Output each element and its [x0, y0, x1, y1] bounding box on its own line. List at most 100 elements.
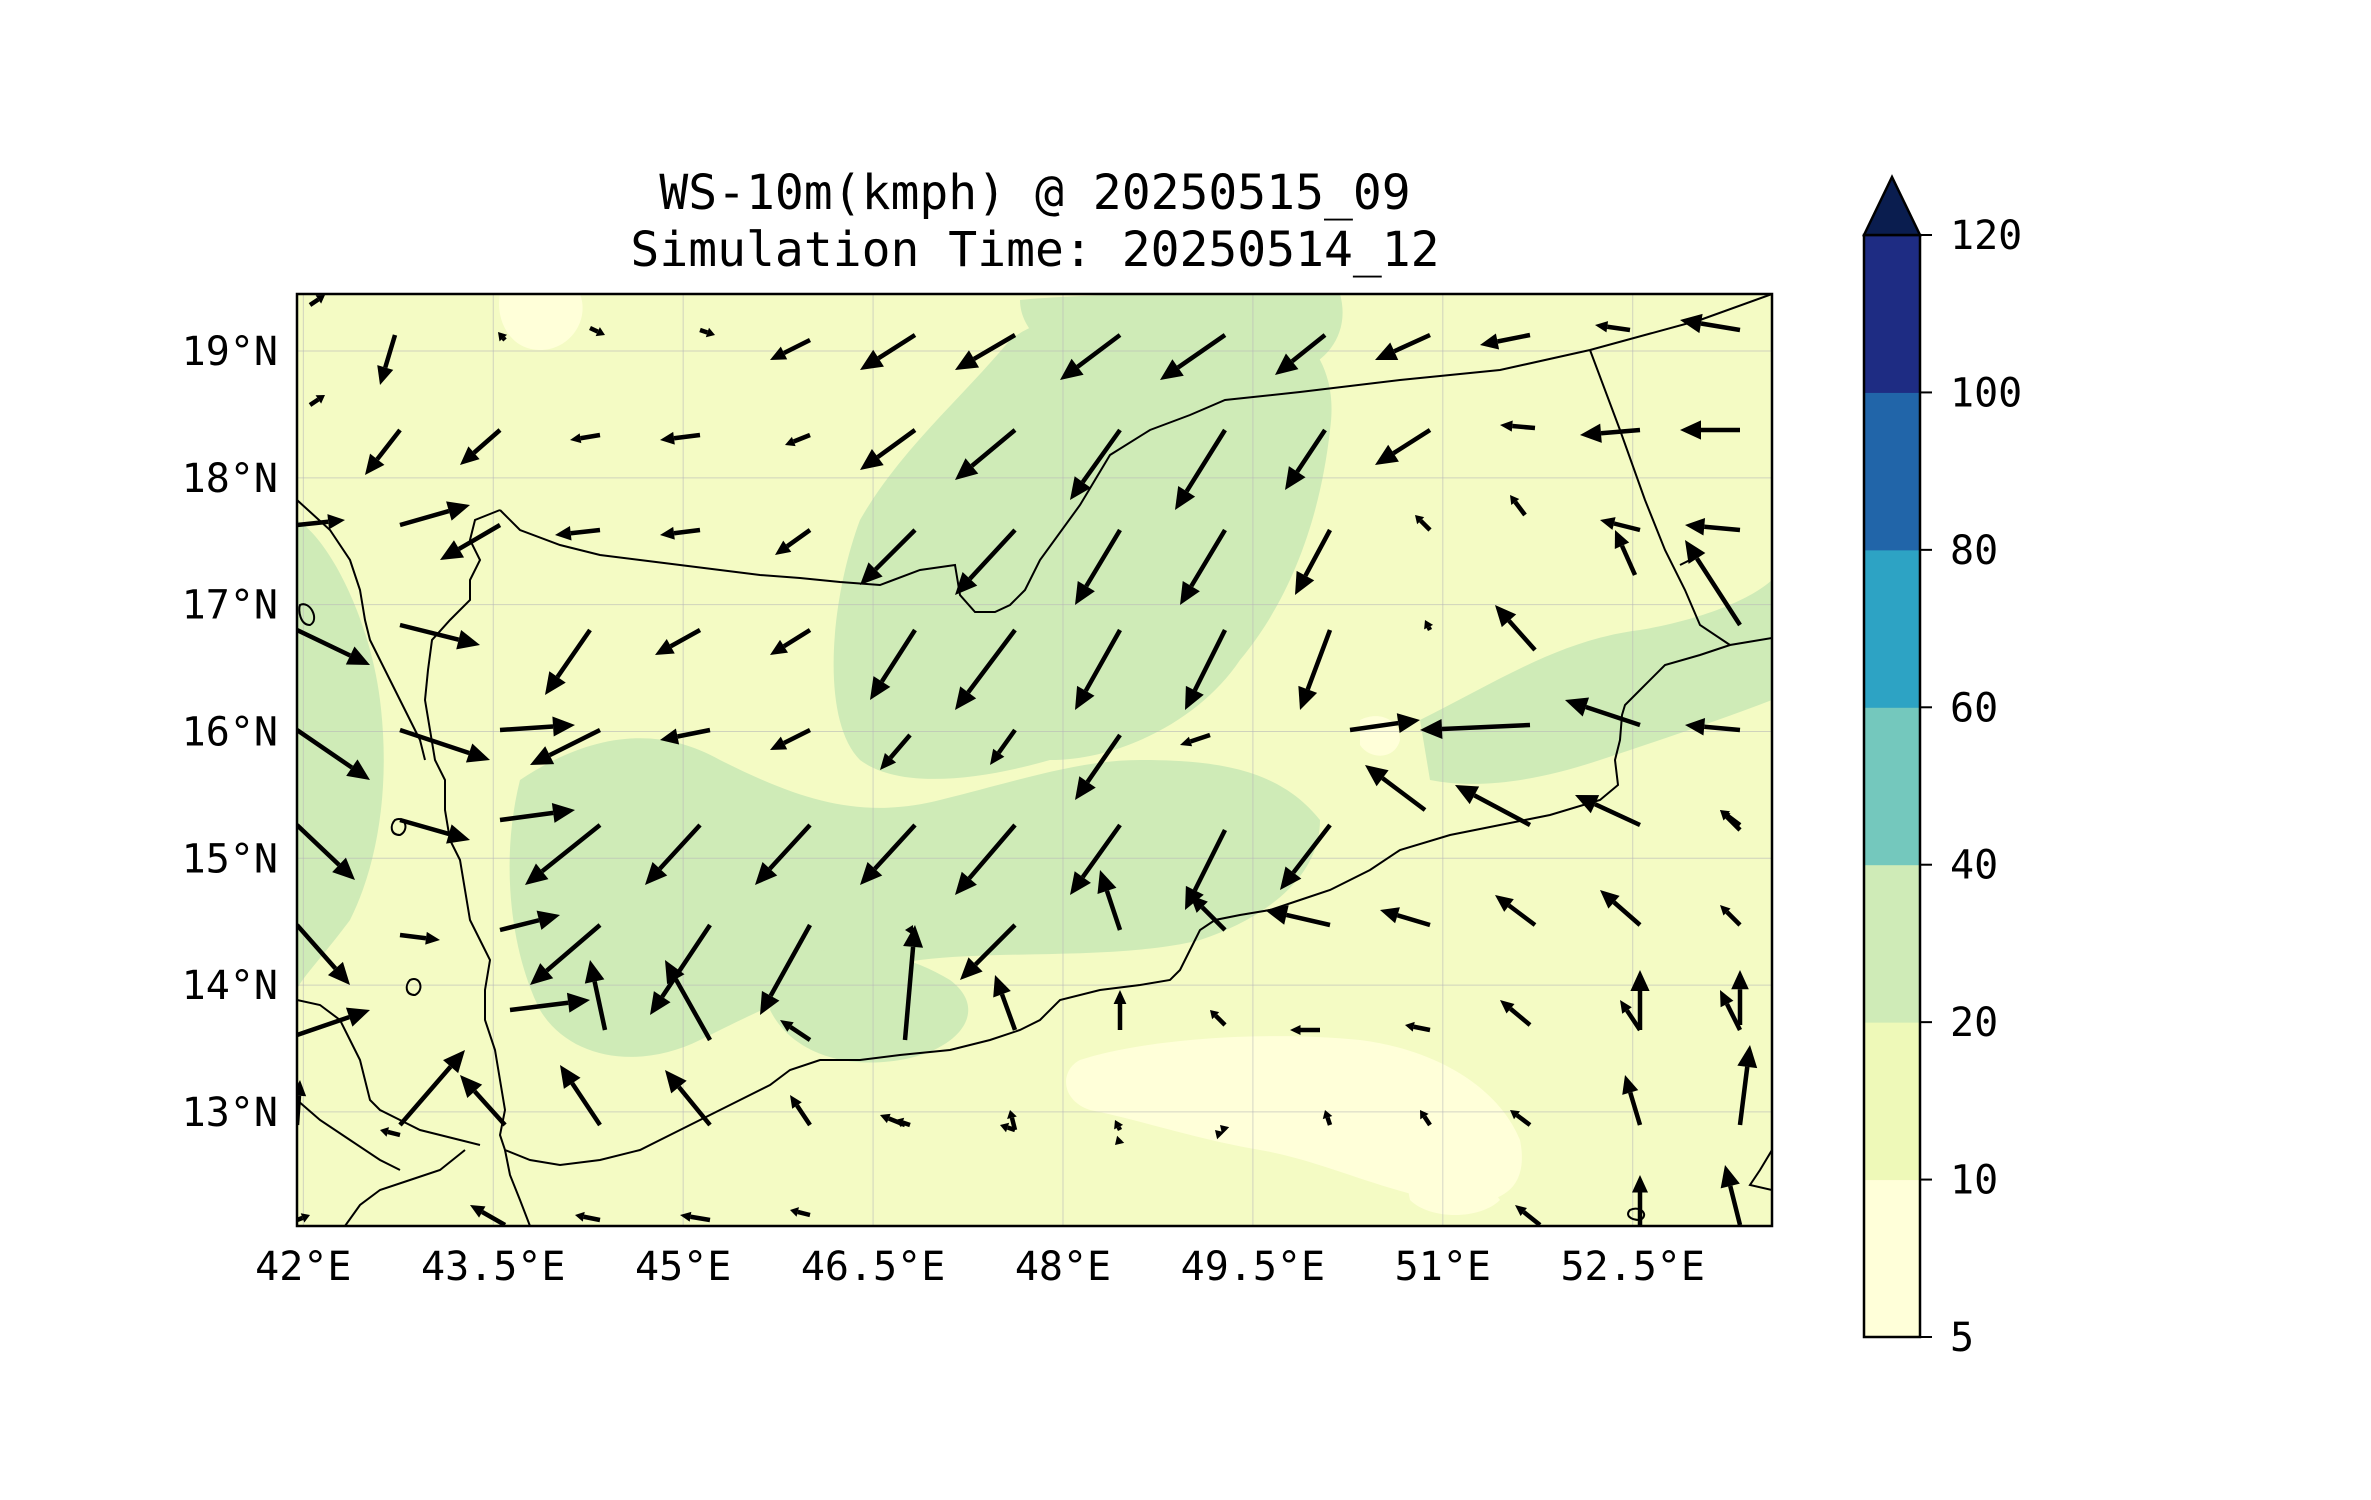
wind-vector-arrow	[660, 727, 711, 745]
wind-vector-arrow	[308, 395, 325, 407]
wind-vector-head	[1680, 313, 1703, 334]
wind-vector-head	[860, 562, 883, 585]
wind-vector-arrow	[790, 1207, 811, 1218]
wind-vector-arrow	[960, 923, 1017, 980]
shading-band-20-40-interior	[833, 300, 1332, 779]
wind-vector-shaft	[970, 428, 1017, 468]
wind-vector-arrow	[1720, 810, 1742, 832]
wind-vector-head	[1290, 1025, 1301, 1035]
wind-vector-shaft	[297, 823, 341, 867]
wind-vector-shaft	[399, 727, 470, 756]
wind-vector-head	[755, 862, 778, 885]
wind-vector-shaft	[789, 1025, 812, 1042]
wind-vector-arrow	[1630, 970, 1650, 1030]
wind-vector-shaft	[1192, 828, 1228, 892]
wind-vector-arrow	[860, 428, 917, 470]
wind-vector-head	[545, 671, 566, 695]
wind-vector-shaft	[501, 336, 507, 342]
wind-vector-shaft	[996, 728, 1017, 755]
wind-vector-arrow	[1375, 428, 1432, 465]
wind-vector-arrow	[440, 523, 502, 560]
wind-vector-shaft	[1725, 815, 1742, 832]
wind-vector-shaft	[1291, 823, 1332, 874]
map-panel	[295, 292, 1774, 1228]
wind-vector-head	[1614, 530, 1630, 549]
wind-vector-shaft	[583, 1214, 601, 1223]
wind-vector-shaft	[1737, 1066, 1750, 1126]
wind-vector-head	[327, 961, 350, 985]
wind-vector-arrow	[790, 1095, 812, 1127]
wind-vector-head	[1424, 620, 1434, 630]
wind-vector-shaft	[1628, 1091, 1643, 1126]
wind-vector-arrow	[1075, 628, 1122, 710]
wind-vector-shaft	[1419, 519, 1432, 532]
wind-vector-arrow	[1500, 420, 1536, 432]
wind-vector-arrow	[645, 823, 702, 885]
wind-vector-head	[1375, 342, 1399, 361]
wind-vector-arrow	[1720, 905, 1742, 927]
wind-vector-shaft	[1189, 732, 1211, 744]
wind-vector-shaft	[673, 978, 712, 1042]
wind-vector-shaft	[902, 946, 916, 1041]
wind-vector-arrow	[1075, 528, 1122, 605]
colorbar-swatch	[1864, 1179, 1920, 1338]
wind-vector-arrow	[680, 1211, 711, 1223]
wind-vector-shaft	[1214, 1014, 1227, 1027]
colorbar-label: 40	[1950, 843, 1998, 889]
wind-vector-arrow	[1424, 620, 1434, 632]
wind-vector-head	[955, 686, 977, 710]
wind-vector-head	[530, 963, 554, 985]
wind-vector-arrow	[1455, 785, 1532, 827]
wind-vector-head	[1515, 1205, 1527, 1216]
wind-vector-shaft	[545, 923, 602, 973]
wind-vector-shaft	[785, 528, 812, 549]
wind-vector-shaft	[1303, 528, 1332, 577]
wind-vector-arrow	[655, 628, 702, 655]
wind-vector-arrow	[780, 1020, 812, 1042]
wind-vector-shaft	[660, 923, 712, 998]
wind-vector-head	[1420, 719, 1443, 739]
wind-vector-arrow	[1680, 420, 1740, 440]
wind-vector-shaft	[540, 823, 602, 874]
wind-vector-arrow	[470, 1205, 507, 1226]
wind-vector-arrow	[460, 428, 502, 465]
wind-vector-shaft	[967, 823, 1017, 880]
wind-vector-head	[1322, 1110, 1333, 1120]
wind-vector-head	[1720, 990, 1734, 1008]
wind-vector-arrow	[499, 802, 575, 823]
wind-vector-shaft	[1507, 619, 1537, 652]
wind-vector-arrow	[1495, 605, 1537, 652]
wind-vector-head	[775, 540, 792, 555]
wind-vector-shaft	[968, 528, 1017, 581]
wind-vector-shaft	[669, 628, 702, 649]
wind-vector-shaft	[792, 432, 811, 444]
wind-vector-arrow	[1215, 1130, 1225, 1140]
wind-vector-arrow	[955, 823, 1017, 895]
wind-vector-arrow	[1495, 895, 1537, 927]
map-frame	[295, 292, 1774, 1228]
wind-vector-shaft	[570, 527, 601, 536]
wind-vector-head	[595, 327, 605, 337]
wind-vector-head	[440, 540, 465, 560]
wind-vector-head	[1630, 970, 1650, 991]
wind-vector-head	[860, 448, 884, 470]
shading-band-20-40-south	[509, 738, 1320, 1057]
wind-vector-shaft	[399, 932, 427, 941]
wind-vector-shaft	[499, 810, 554, 823]
wind-vector-head	[566, 992, 590, 1013]
wind-vector-head	[645, 862, 668, 885]
wind-vector-arrow	[760, 923, 812, 1015]
djibouti-border	[344, 1149, 466, 1226]
wind-vector-shaft	[782, 628, 812, 649]
colorbar-swatch	[1864, 864, 1920, 1023]
wind-vector-arrow	[460, 1075, 507, 1127]
wind-vector-shaft	[782, 337, 812, 356]
wind-vector-head	[1737, 1045, 1758, 1069]
wind-vector-arrow	[860, 528, 917, 585]
wind-vector-shaft	[399, 622, 460, 642]
wind-vector-shaft	[1594, 802, 1641, 828]
wind-vector-shaft	[398, 1065, 453, 1127]
wind-vector-head	[1620, 1000, 1632, 1014]
wind-vector-head	[551, 802, 575, 823]
wind-vector-head	[470, 1205, 486, 1218]
